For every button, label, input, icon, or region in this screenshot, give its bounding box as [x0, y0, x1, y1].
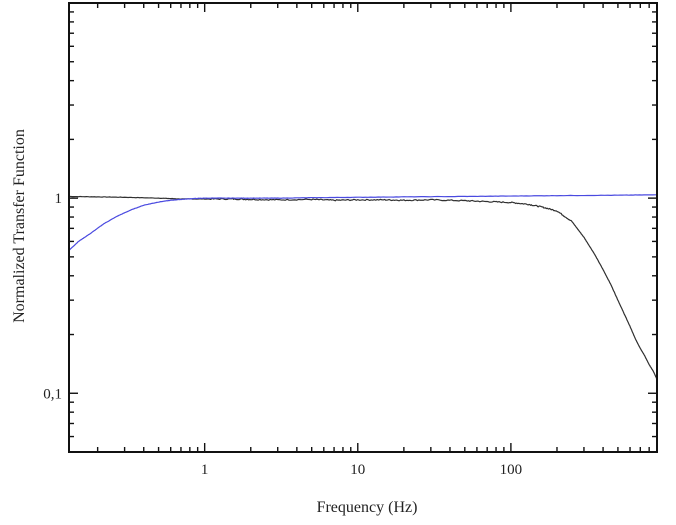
y-tick-label: 1 — [55, 191, 63, 207]
x-tick-label: 10 — [350, 462, 365, 478]
x-axis-label: Frequency (Hz) — [317, 499, 418, 516]
y-axis-label: Normalized Transfer Function — [11, 129, 28, 323]
x-tick-label: 1 — [201, 462, 209, 478]
y-tick-label: 0,1 — [43, 386, 62, 402]
series-layer — [69, 195, 657, 379]
tick-label-layer: 1 10 100 0,1 1 — [43, 191, 522, 478]
series-line-1 — [69, 196, 657, 379]
plot-frame — [69, 3, 657, 452]
x-tick-label: 100 — [500, 462, 523, 478]
series-line-2 — [69, 195, 657, 251]
tick-layer — [69, 3, 657, 452]
